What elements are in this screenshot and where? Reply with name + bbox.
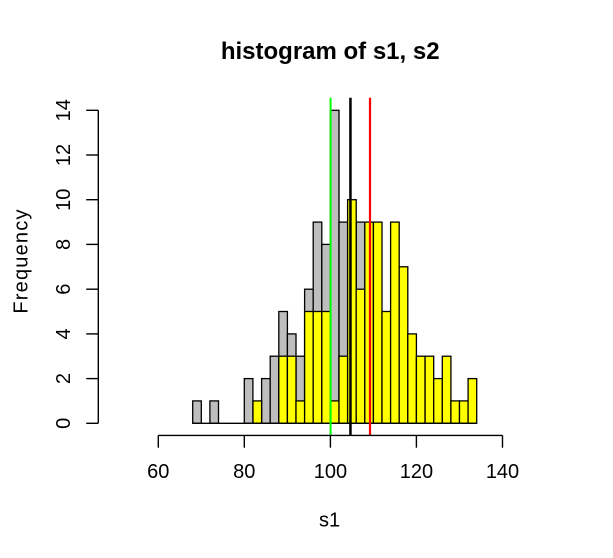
svg-text:100: 100: [314, 461, 347, 483]
svg-text:120: 120: [400, 461, 433, 483]
svg-text:10: 10: [53, 189, 75, 211]
svg-text:4: 4: [53, 328, 75, 339]
svg-text:Frequency: Frequency: [11, 208, 33, 313]
svg-text:0: 0: [53, 418, 75, 429]
svg-text:8: 8: [53, 239, 75, 250]
svg-text:6: 6: [53, 284, 75, 295]
svg-text:140: 140: [486, 461, 519, 483]
svg-text:s1: s1: [319, 510, 340, 532]
svg-text:2: 2: [53, 373, 75, 384]
svg-text:80: 80: [233, 461, 255, 483]
svg-text:14: 14: [53, 99, 75, 121]
svg-text:60: 60: [147, 461, 169, 483]
svg-text:histogram of s1, s2: histogram of s1, s2: [221, 38, 440, 65]
svg-text:12: 12: [53, 144, 75, 166]
